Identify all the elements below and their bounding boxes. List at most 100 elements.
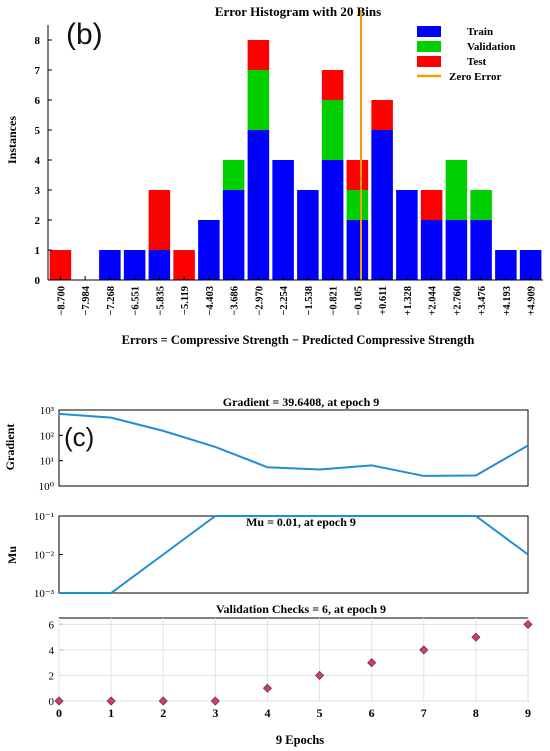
validation-check-point (367, 658, 377, 668)
bar-validation-17 (470, 190, 492, 220)
histogram-y-tick-label: 6 (35, 95, 41, 107)
bar-train-3 (123, 250, 146, 280)
histogram-x-tick-label: +2.044 (428, 285, 439, 315)
bar-train-16 (445, 220, 468, 280)
validation-check-point (314, 670, 325, 681)
histogram-y-tick-label: 3 (35, 185, 41, 197)
bar-train-18 (495, 250, 517, 280)
histogram-x-tick-label: −7.268 (106, 286, 117, 316)
gradient-y-tick-label: 10⁰ (39, 481, 55, 493)
validation-check-point (471, 632, 481, 642)
histogram-x-tick-label: +3.476 (477, 286, 488, 316)
bar-train-4 (148, 250, 171, 280)
validation-check-point (158, 696, 168, 706)
histogram-title: Error Histogram with 20 Bins (215, 4, 381, 19)
bar-validation-16 (445, 160, 468, 220)
epoch-tick-label: 0 (56, 706, 62, 720)
histogram-x-label: Errors = Compressive Strength − Predicte… (122, 333, 475, 347)
bar-train-13 (371, 130, 393, 280)
histogram-x-tick-label: −0.105 (353, 286, 364, 316)
bar-train-19 (519, 250, 542, 280)
bar-train-6 (198, 220, 220, 280)
validation-check-point (54, 696, 64, 706)
gradient-y-tick-label: 10³ (40, 405, 55, 417)
legend-zero-error-label: Zero Error (449, 71, 502, 83)
bar-test-4 (148, 190, 171, 250)
histogram-y-label: Instances (5, 116, 19, 164)
bar-test-12 (346, 160, 369, 190)
validation-y-tick-label: 0 (49, 696, 55, 708)
histogram-x-tick-label: −8.700 (56, 286, 67, 316)
histogram-x-tick-label: −5.835 (155, 286, 166, 316)
histogram-y-tick-label: 7 (35, 65, 41, 77)
validation-check-point (419, 645, 429, 655)
bar-train-9 (272, 160, 294, 280)
gradient-y-tick-label: 10¹ (40, 456, 54, 468)
histogram-y-tick-label: 4 (35, 155, 41, 167)
histogram-x-tick-label: −7.984 (81, 285, 92, 315)
histogram-x-tick-label: −5.119 (180, 286, 191, 315)
epochs-x-label: 9 Epochs (276, 733, 324, 747)
histogram-x-tick-label: +1.328 (403, 286, 414, 316)
bar-test-0 (49, 250, 72, 280)
bar-train-15 (420, 220, 443, 280)
histogram-y-tick-label: 5 (35, 125, 41, 137)
bar-test-15 (420, 190, 443, 220)
epoch-tick-label: 2 (160, 706, 166, 720)
mu-y-tick-label: 10⁻¹ (34, 511, 54, 523)
histogram-legend: Train Validation Test Zero Error (417, 26, 516, 83)
validation-y-tick-label: 2 (49, 670, 55, 682)
epoch-tick-label: 9 (525, 706, 531, 720)
histogram-y-tick-label: 0 (35, 275, 41, 287)
mu-series-line (59, 515, 529, 594)
validation-y-tick-label: 6 (49, 619, 55, 631)
validation-check-point (262, 683, 273, 693)
bar-train-8 (247, 130, 270, 280)
panel-label-b: (b) (66, 18, 103, 51)
bar-test-13 (371, 100, 393, 130)
gradient-plot-frame (58, 409, 529, 487)
histogram-x-tick-label: −4.403 (205, 286, 216, 316)
histogram-y-tick-label: 1 (35, 245, 41, 257)
gradient-series-line (58, 412, 529, 477)
histogram-x-tick-label: +2.760 (452, 286, 463, 316)
legend-validation-label: Validation (467, 41, 516, 53)
mu-y-label: Mu (5, 546, 19, 564)
panel-label-c: (c) (64, 422, 94, 452)
gradient-title: Gradient = 39.6408, at epoch 9 (223, 395, 380, 409)
bar-test-5 (173, 250, 195, 280)
epoch-tick-label: 8 (473, 706, 479, 720)
legend-validation-swatch (417, 41, 441, 52)
histogram-y-tick-label: 8 (35, 35, 41, 47)
histogram-x-tick-label: −2.254 (279, 285, 290, 315)
bar-validation-11 (321, 100, 344, 160)
histogram-x-tick-label: +4.193 (502, 286, 513, 316)
histogram-x-tick-label: −6.551 (131, 286, 142, 316)
histogram-x-tick-label: −1.538 (304, 286, 315, 316)
bar-train-10 (297, 190, 319, 280)
bar-train-7 (222, 190, 245, 280)
bar-test-8 (247, 40, 270, 70)
training-state-plots: Gradient = 39.6408, at epoch 9 Mu = 0.01… (3, 395, 533, 747)
histogram-x-tick-label: +4.909 (527, 286, 538, 316)
validation-checks-title: Validation Checks = 6, at epoch 9 (216, 602, 386, 616)
histogram-x-tick-label: −0.821 (329, 286, 340, 316)
legend-train-label: Train (467, 26, 493, 38)
epoch-tick-label: 7 (421, 706, 427, 720)
histogram-y-tick-label: 2 (35, 215, 41, 227)
bar-validation-8 (247, 70, 270, 130)
legend-test-label: Test (467, 56, 486, 68)
bar-test-11 (321, 70, 344, 100)
bar-train-12 (346, 220, 369, 280)
error-histogram: Error Histogram with 20 Bins (b) Instanc… (5, 4, 543, 347)
epoch-tick-label: 5 (317, 706, 323, 720)
bar-train-11 (321, 160, 344, 280)
bar-validation-12 (346, 190, 369, 220)
validation-check-point (106, 696, 116, 706)
gradient-y-label: Gradient (3, 424, 17, 471)
mu-title: Mu = 0.01, at epoch 9 (246, 515, 356, 529)
mu-y-tick-label: 10⁻³ (34, 588, 55, 600)
validation-check-point (210, 696, 220, 706)
gradient-y-tick-label: 10² (40, 430, 55, 442)
